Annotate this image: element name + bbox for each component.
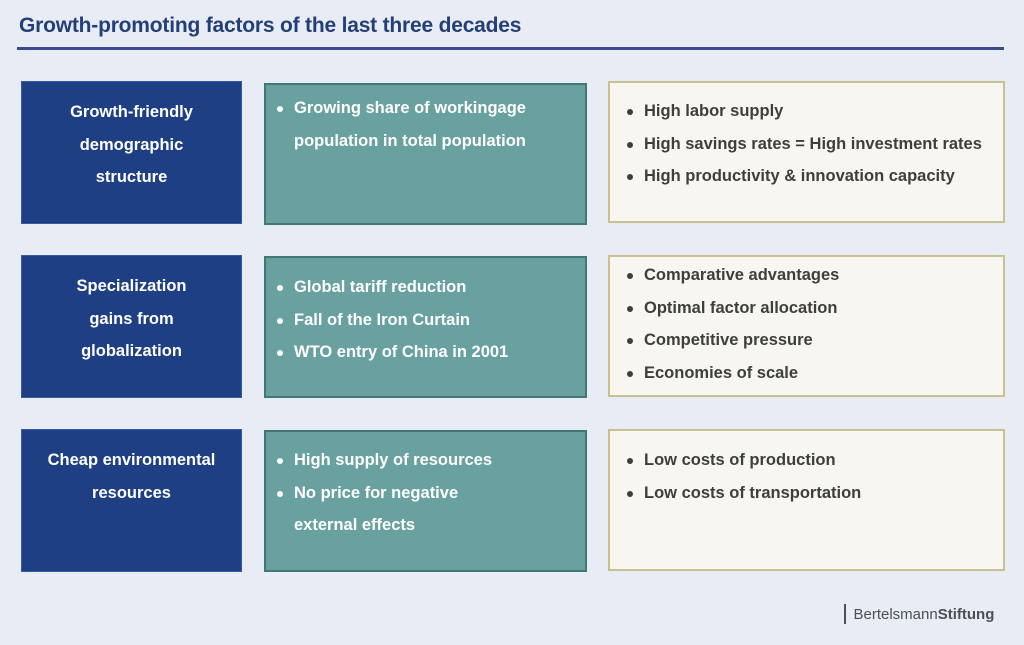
effect-item: Low costs of production <box>625 444 1003 477</box>
effect-item: Optimal factor allocation <box>625 292 1003 325</box>
category-line: Cheap environmental <box>47 451 216 469</box>
effect-item: High savings rates = High investment rat… <box>625 128 1003 161</box>
cause-item: Growing share of workingage population i… <box>275 92 585 157</box>
category-line: Specialization <box>76 277 187 295</box>
effect-item: High productivity & innovation capacity <box>625 160 1003 193</box>
effect-box-demographic: High labor supply High savings rates = H… <box>608 81 1005 223</box>
cause-item: Global tariff reduction <box>275 271 585 304</box>
cause-item: No price for negative external effects <box>275 477 585 542</box>
logo-text-regular: Bertelsmann <box>853 605 938 623</box>
cause-item: WTO entry of China in 2001 <box>275 336 585 369</box>
category-line: demographic <box>79 135 184 154</box>
category-line: gains from <box>89 309 174 328</box>
cause-item: High supply of resources <box>275 444 585 477</box>
category-box-demographic: Growth-friendly demographic structure <box>21 81 242 224</box>
page-title: Growth-promoting factors of the last thr… <box>19 14 522 37</box>
logo-text-bold: Stiftung <box>937 605 995 623</box>
effect-box-globalization: Comparative advantages Optimal factor al… <box>608 255 1005 397</box>
logo-bar <box>844 604 846 624</box>
cause-item: Fall of the Iron Curtain <box>275 304 585 337</box>
category-box-environment: Cheap environmental resources <box>21 429 242 572</box>
cause-box-demographic: Growing share of workingage population i… <box>264 83 587 225</box>
effect-item: Competitive pressure <box>625 324 1003 357</box>
effect-box-environment: Low costs of production Low costs of tra… <box>608 429 1005 571</box>
cause-box-environment: High supply of resources No price for ne… <box>264 430 587 572</box>
category-box-globalization: Specialization gains from globalization <box>21 255 242 398</box>
category-line: Growth-friendly <box>70 103 193 121</box>
cause-box-globalization: Global tariff reduction Fall of the Iron… <box>264 256 587 398</box>
effect-item: Low costs of transportation <box>625 477 1003 510</box>
title-underline <box>17 47 1004 50</box>
category-line: globalization <box>81 342 182 360</box>
category-line: structure <box>95 168 168 186</box>
category-line: resources <box>92 483 171 502</box>
effect-item: Comparative advantages <box>625 259 1003 292</box>
bertelsmann-stiftung-logo: Bertelsmann Stiftung <box>844 604 994 624</box>
effect-item: Economies of scale <box>625 357 1003 390</box>
effect-item: High labor supply <box>625 95 1003 128</box>
